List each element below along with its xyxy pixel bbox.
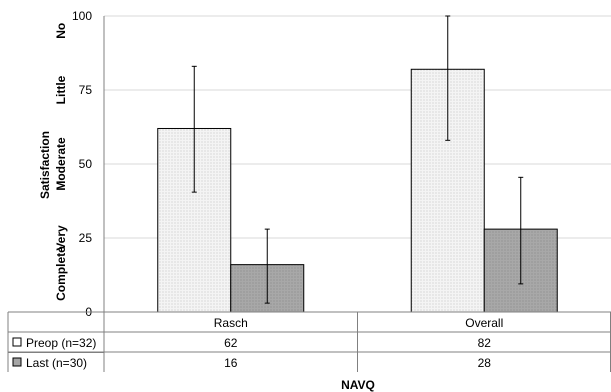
y-level-label: Very: [54, 225, 68, 251]
bars: [157, 68, 558, 313]
table-cell-value: 82: [478, 336, 492, 350]
y-tick-label: 25: [79, 231, 93, 245]
y-level-label: Complete: [54, 246, 68, 301]
y-tick-label: 75: [79, 83, 93, 97]
table-cell-value: 16: [224, 356, 238, 370]
error-bars: [191, 15, 524, 304]
y-tick-label: 100: [72, 9, 92, 23]
data-table: Rasch Overall Preop (n=32) 62 82 Last (n=30) 1…: [7, 311, 611, 372]
table-cell-value: 28: [478, 356, 492, 370]
y-level-label: Moderate: [54, 137, 68, 191]
x-category-label: Rasch: [214, 316, 248, 330]
legend-label: Last (n=30): [26, 356, 87, 370]
legend-swatch: [12, 337, 22, 347]
y-level-label: Little: [54, 75, 68, 104]
y-tick-label: 50: [79, 157, 93, 171]
x-axis-label: NAVQ: [341, 378, 375, 392]
x-category-label: Overall: [465, 316, 503, 330]
legend-label: Preop (n=32): [26, 336, 96, 350]
legend-swatch: [12, 357, 22, 367]
y-level-label: No: [54, 23, 68, 39]
table-cell-value: 62: [224, 336, 238, 350]
y-axis-label: Satisfaction: [38, 131, 52, 199]
